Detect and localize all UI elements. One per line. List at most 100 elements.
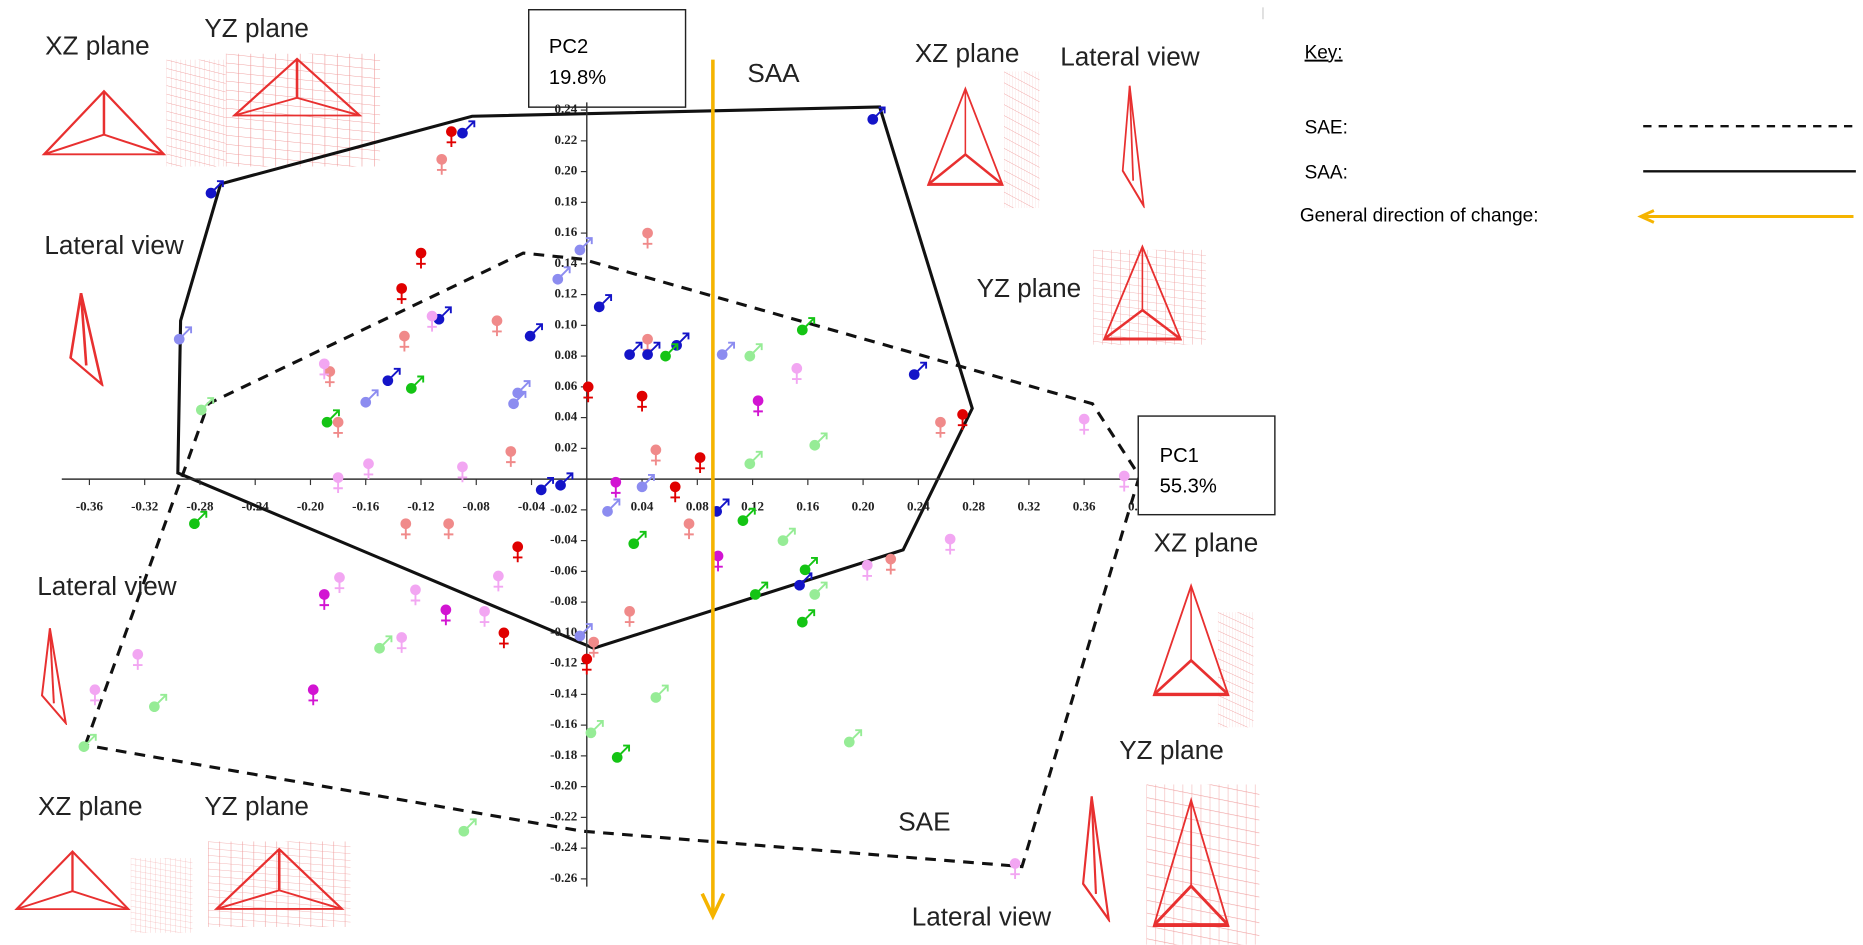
- lateral-shape: [1121, 84, 1145, 207]
- y-tick-label: -0.04: [550, 532, 578, 547]
- y-tick-label: 0.02: [554, 439, 577, 454]
- point: [582, 381, 594, 393]
- y-tick-label: 0.04: [554, 409, 577, 424]
- hull-label: SAA: [747, 58, 800, 88]
- lateral-shape: [1081, 795, 1111, 921]
- point: [660, 350, 671, 362]
- pyramid: [926, 87, 1004, 186]
- marker-symbol: [363, 468, 374, 480]
- point: [555, 479, 566, 491]
- y-tick-label: -0.10: [550, 624, 578, 639]
- point: [683, 518, 695, 530]
- point: [396, 632, 408, 643]
- y-tick-label: -0.16: [550, 716, 578, 731]
- marker-symbol: [334, 582, 345, 593]
- marker-symbol: [544, 477, 555, 487]
- marker-symbol: [583, 391, 593, 403]
- marker-symbol: [637, 400, 647, 412]
- x-tick-label: -0.24: [242, 499, 270, 514]
- mesh: [225, 53, 381, 167]
- mesh: [166, 59, 226, 167]
- marker-symbol: [650, 341, 661, 352]
- y-tick-label: -0.02: [550, 501, 577, 516]
- pc1-box: [1137, 415, 1276, 516]
- y-tick-label: 0.20: [554, 163, 577, 178]
- y-tick-label: 0.24: [554, 101, 577, 116]
- point: [443, 518, 454, 530]
- marker-symbol: [390, 367, 401, 378]
- point: [642, 227, 653, 239]
- marker-symbol: [401, 528, 411, 540]
- point: [574, 244, 586, 256]
- marker-symbol: [785, 527, 796, 538]
- marker-symbol: [506, 456, 516, 467]
- marker-symbol: [414, 375, 425, 386]
- y-tick-label: -0.26: [550, 870, 578, 885]
- marker-symbol: [593, 719, 604, 730]
- point: [885, 553, 897, 565]
- point: [479, 605, 490, 617]
- marker-symbol: [479, 616, 490, 627]
- point: [744, 458, 756, 470]
- point: [458, 825, 470, 837]
- marker-symbol: [758, 581, 769, 592]
- point: [749, 589, 761, 600]
- point: [415, 247, 427, 259]
- y-tick-label: 0.22: [554, 132, 577, 147]
- y-tick-label: -0.06: [550, 562, 578, 577]
- point: [744, 350, 756, 362]
- y-axis-variance: 19.8%: [549, 67, 606, 89]
- point: [624, 605, 635, 617]
- point: [861, 559, 873, 571]
- key-title: Key:: [1305, 43, 1343, 64]
- annotation: YZ plane: [977, 273, 1082, 303]
- marker-symbol: [807, 556, 818, 567]
- point: [189, 518, 200, 530]
- mesh: [1217, 612, 1254, 728]
- point: [512, 541, 524, 553]
- point: [867, 113, 879, 125]
- y-tick-label: -0.12: [550, 655, 577, 670]
- point: [650, 444, 662, 456]
- marker-symbol: [493, 580, 504, 592]
- marker-symbol: [512, 551, 523, 563]
- key-arrowhead: [1637, 209, 1655, 224]
- point: [602, 506, 613, 517]
- marker-symbol: [1119, 480, 1129, 492]
- point: [491, 315, 503, 327]
- marker-symbol: [719, 498, 730, 509]
- pyramid: [15, 850, 130, 911]
- marker-symbol: [466, 818, 477, 829]
- marker-symbol: [875, 106, 886, 117]
- x-tick-label: -0.04: [518, 499, 546, 514]
- point: [737, 515, 749, 526]
- point: [752, 395, 764, 407]
- marker-symbol: [197, 510, 208, 521]
- marker-symbol: [382, 635, 393, 646]
- marker-symbol: [446, 136, 457, 148]
- y-tick-label: 0.06: [554, 378, 577, 393]
- annotation: Lateral view: [44, 230, 184, 260]
- marker-symbol: [520, 380, 531, 391]
- marker-symbol: [885, 563, 896, 575]
- pc2-box: [528, 9, 687, 108]
- y-tick-label: 0.12: [554, 286, 577, 301]
- y-tick-label: -0.18: [550, 747, 578, 762]
- key: Key: SAE: SAA: General direction of change…: [1300, 43, 1856, 226]
- marker-symbol: [427, 320, 437, 332]
- point: [935, 416, 946, 428]
- point: [809, 439, 821, 451]
- point: [908, 369, 920, 380]
- x-tick-label: -0.20: [297, 499, 325, 514]
- point: [642, 349, 653, 360]
- point: [399, 330, 410, 342]
- point: [694, 452, 706, 463]
- marker-symbol: [157, 693, 168, 704]
- marker-symbol: [602, 294, 613, 305]
- point: [205, 187, 217, 199]
- point: [791, 363, 803, 374]
- marker-symbol: [725, 341, 736, 352]
- marker-symbol: [560, 266, 571, 277]
- point: [332, 472, 344, 483]
